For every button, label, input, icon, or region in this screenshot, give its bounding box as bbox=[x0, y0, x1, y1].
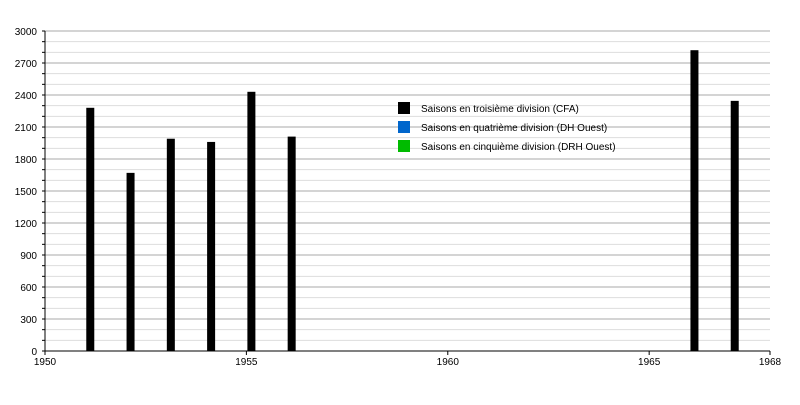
legend-swatch bbox=[398, 121, 410, 133]
x-tick-label: 1955 bbox=[235, 357, 258, 368]
y-tick-label: 3000 bbox=[15, 27, 38, 38]
y-tick-label: 1500 bbox=[15, 187, 38, 198]
y-tick-label: 2400 bbox=[15, 91, 38, 102]
legend-label: Saisons en quatrième division (DH Ouest) bbox=[421, 123, 607, 134]
x-tick-label: 1950 bbox=[34, 357, 57, 368]
x-tick-label: 1965 bbox=[638, 357, 661, 368]
bar-1954 bbox=[207, 141, 216, 351]
bar-1952 bbox=[126, 172, 135, 351]
legend-label: Saisons en troisième division (CFA) bbox=[421, 104, 579, 115]
y-tick-label: 300 bbox=[20, 315, 37, 326]
y-tick-label: 1200 bbox=[15, 219, 38, 230]
bar-1955 bbox=[247, 91, 256, 352]
y-tick-label: 1800 bbox=[15, 155, 38, 166]
y-tick-label: 900 bbox=[20, 251, 37, 262]
y-tick-label: 2700 bbox=[15, 59, 38, 70]
x-tick-label: 1968 bbox=[759, 357, 782, 368]
bar-1967 bbox=[730, 100, 739, 351]
legend-swatch bbox=[398, 140, 410, 152]
x-tick-label: 1960 bbox=[437, 357, 460, 368]
bar-1956 bbox=[287, 136, 296, 351]
bar-1951 bbox=[86, 107, 95, 351]
y-tick-label: 0 bbox=[31, 347, 37, 358]
legend-label: Saisons en cinquième division (DRH Ouest… bbox=[421, 142, 616, 153]
bar-1966 bbox=[690, 50, 699, 351]
y-tick-label: 2100 bbox=[15, 123, 38, 134]
legend: Saisons en troisième division (CFA) Saiso… bbox=[398, 102, 616, 153]
y-tick-label: 600 bbox=[20, 283, 37, 294]
bar-1953 bbox=[166, 138, 175, 351]
legend-swatch bbox=[398, 102, 410, 114]
